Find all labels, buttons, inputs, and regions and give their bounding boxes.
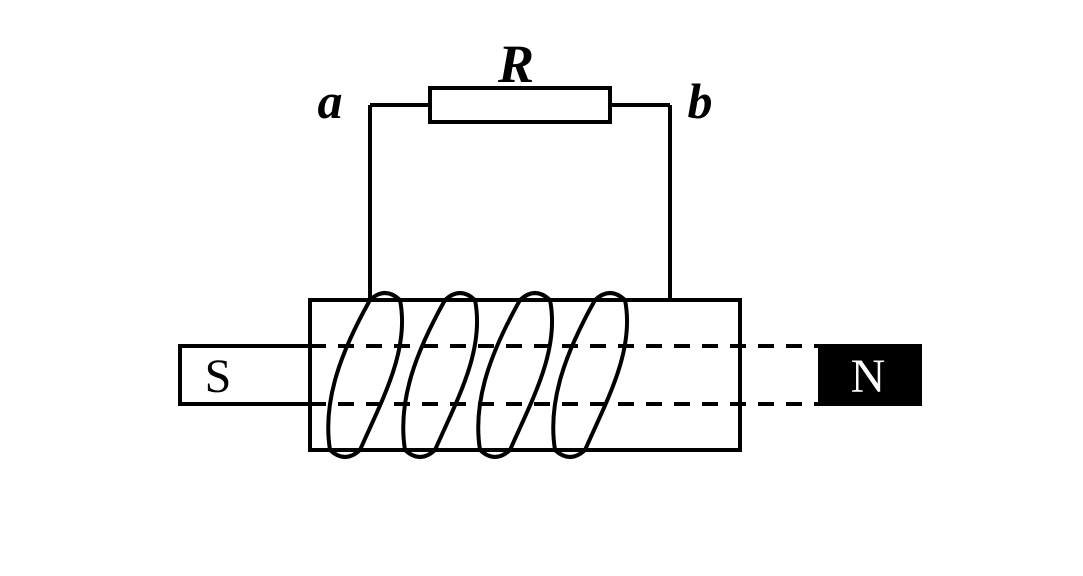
a-label: a xyxy=(318,73,343,129)
s-label: S xyxy=(205,350,232,403)
r-label: R xyxy=(497,34,534,94)
n-label: N xyxy=(851,350,886,403)
diagram-svg: Ra b S N xyxy=(0,0,1083,576)
magnet-s-pole xyxy=(180,346,310,404)
b-label: b xyxy=(688,73,713,129)
coil-tube xyxy=(310,300,740,450)
